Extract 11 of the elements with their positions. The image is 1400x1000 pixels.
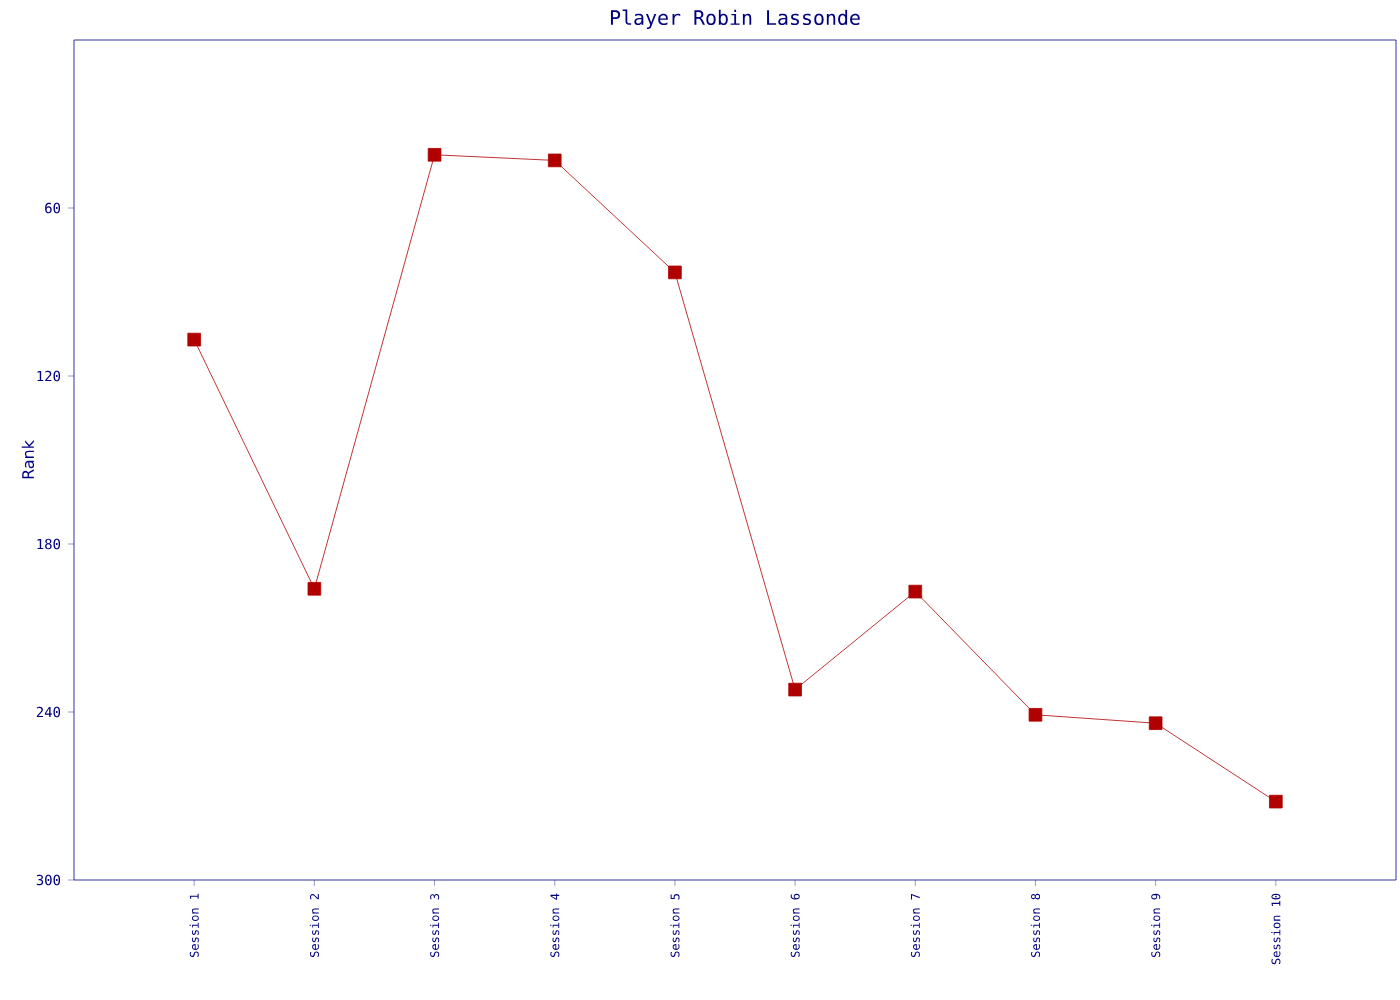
point (908, 584, 923, 599)
point (668, 265, 682, 280)
point (427, 148, 442, 162)
point (307, 582, 322, 596)
point (1028, 708, 1043, 722)
chart-title: Player Robin Lassonde (610, 9, 860, 29)
point (187, 332, 201, 347)
point (1269, 794, 1283, 809)
point (788, 682, 802, 697)
point (547, 153, 562, 168)
point (1148, 716, 1163, 730)
